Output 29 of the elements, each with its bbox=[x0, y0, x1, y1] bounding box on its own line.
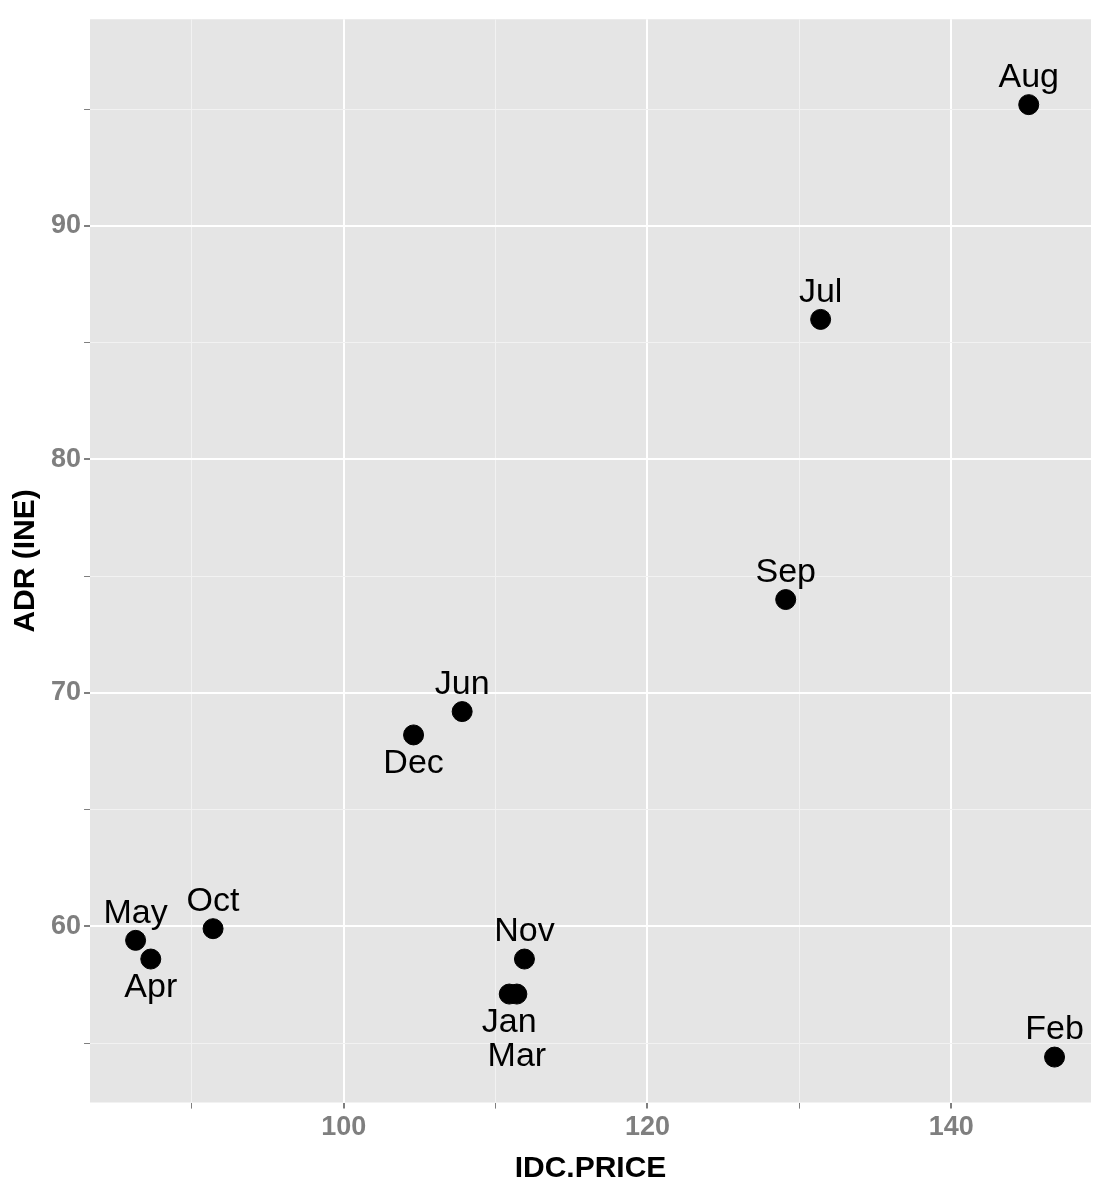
point bbox=[810, 308, 832, 330]
x-axis-title: IDC.PRICE bbox=[514, 1150, 667, 1184]
y-tick-label: 80 bbox=[50, 442, 82, 473]
point bbox=[775, 589, 797, 611]
y-axis-title: ADR (INE) bbox=[7, 489, 41, 633]
annotation: Nov bbox=[494, 910, 555, 949]
annotation: Jul bbox=[798, 270, 843, 309]
annotation: Jun bbox=[434, 662, 490, 701]
point bbox=[451, 701, 473, 723]
x-tick-label: 120 bbox=[624, 1111, 671, 1142]
y-tick-label: 90 bbox=[50, 209, 82, 240]
annotation: Oct bbox=[186, 880, 241, 919]
point bbox=[140, 948, 162, 970]
point bbox=[202, 918, 224, 940]
y-tick-label: 70 bbox=[50, 676, 82, 707]
annotation: Aug bbox=[998, 56, 1059, 95]
y-tick-label: 60 bbox=[50, 909, 82, 940]
annotation: Feb bbox=[1025, 1008, 1084, 1047]
point bbox=[403, 724, 425, 746]
point bbox=[1044, 1046, 1066, 1068]
x-tick-label: 140 bbox=[928, 1111, 974, 1142]
point bbox=[513, 948, 535, 970]
annotation: Dec bbox=[383, 742, 444, 781]
annotation: Apr bbox=[124, 966, 178, 1005]
point bbox=[125, 929, 147, 951]
x-tick-label: 100 bbox=[321, 1111, 367, 1142]
annotation: May bbox=[103, 891, 168, 930]
point bbox=[1018, 94, 1040, 116]
annotation: Sep bbox=[755, 550, 816, 589]
